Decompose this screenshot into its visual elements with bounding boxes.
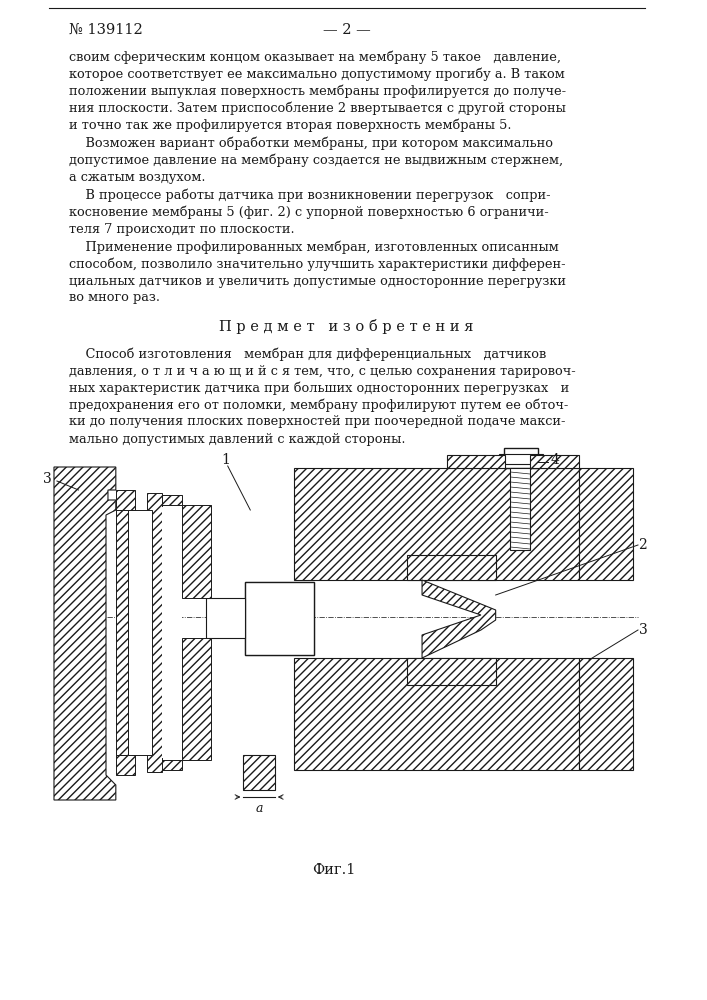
Bar <box>162 507 182 758</box>
Polygon shape <box>422 580 496 658</box>
Bar <box>294 468 579 580</box>
Text: допустимое давление на мембрану создается не выдвижным стержнем,: допустимое давление на мембрану создаетс… <box>69 153 563 167</box>
Bar <box>116 490 136 510</box>
Text: циальных датчиков и увеличить допустимые односторонние перегрузки: циальных датчиков и увеличить допустимые… <box>69 274 566 288</box>
Bar <box>116 755 136 775</box>
Text: Применение профилированных мембран, изготовленных описанным: Применение профилированных мембран, изго… <box>69 240 559 254</box>
Text: во много раз.: во много раз. <box>69 292 160 304</box>
Text: № 139112: № 139112 <box>69 23 142 37</box>
Bar <box>407 658 496 685</box>
Bar <box>182 638 211 760</box>
Bar <box>147 493 162 772</box>
Bar <box>447 455 506 468</box>
Text: 2: 2 <box>638 538 648 552</box>
Bar <box>182 505 211 598</box>
Text: 4: 4 <box>550 453 559 467</box>
Bar <box>245 582 314 655</box>
Bar <box>127 510 152 755</box>
Text: способом, позволило значительно улучшить характеристики дифферен-: способом, позволило значительно улучшить… <box>69 257 566 271</box>
Text: давления, о т л и ч а ю щ и й с я тем, что, с целью сохранения тарировоч-: давления, о т л и ч а ю щ и й с я тем, ч… <box>69 364 575 377</box>
Text: теля 7 происходит по плоскости.: теля 7 происходит по плоскости. <box>69 223 294 235</box>
Text: — 2 —: — 2 — <box>322 23 370 37</box>
Text: мально допустимых давлений с каждой стороны.: мально допустимых давлений с каждой стор… <box>69 432 405 446</box>
Bar <box>152 760 182 770</box>
Bar <box>510 468 530 550</box>
Text: косновение мембраны 5 (фиг. 2) с упорной поверхностью 6 ограничи-: косновение мембраны 5 (фиг. 2) с упорной… <box>69 205 549 219</box>
Text: 1: 1 <box>221 453 230 467</box>
Bar <box>294 658 579 770</box>
Bar <box>152 495 182 505</box>
Bar <box>116 510 127 755</box>
Text: предохранения его от поломки, мембрану профилируют путем ее обточ-: предохранения его от поломки, мембрану п… <box>69 398 568 412</box>
Bar <box>503 448 538 468</box>
Text: 3: 3 <box>638 623 648 637</box>
Bar <box>579 658 633 770</box>
Text: своим сферическим концом оказывает на мембрану 5 такое   давление,: своим сферическим концом оказывает на ме… <box>69 50 561 64</box>
Text: В процессе работы датчика при возникновении перегрузок   сопри-: В процессе работы датчика при возникнове… <box>69 188 550 202</box>
Text: которое соответствует ее максимально допустимому прогибу а. В таком: которое соответствует ее максимально доп… <box>69 67 564 81</box>
Text: 3: 3 <box>42 472 52 486</box>
Bar <box>498 454 543 464</box>
Bar <box>579 468 633 580</box>
Bar <box>245 618 314 655</box>
Text: положении выпуклая поверхность мембраны профилируется до получе-: положении выпуклая поверхность мембраны … <box>69 84 566 98</box>
Text: ных характеристик датчика при больших односторонних перегрузках   и: ных характеристик датчика при больших од… <box>69 381 569 395</box>
Polygon shape <box>54 467 116 800</box>
Text: П р е д м е т   и з о б р е т е н и я: П р е д м е т и з о б р е т е н и я <box>219 318 474 334</box>
Bar <box>243 755 275 790</box>
Text: и точно так же профилируется вторая поверхность мембраны 5.: и точно так же профилируется вторая пове… <box>69 118 511 132</box>
Text: а: а <box>255 802 263 814</box>
Text: Способ изготовления   мембран для дифференциальных   датчиков: Способ изготовления мембран для дифферен… <box>69 347 546 361</box>
Bar <box>206 598 245 638</box>
Text: Возможен вариант обработки мембраны, при котором максимально: Возможен вариант обработки мембраны, при… <box>69 136 553 150</box>
Text: ки до получения плоских поверхностей при поочередной подаче макси-: ки до получения плоских поверхностей при… <box>69 416 565 428</box>
Text: Фиг.1: Фиг.1 <box>312 863 356 877</box>
Text: а сжатым воздухом.: а сжатым воздухом. <box>69 170 205 184</box>
Bar <box>245 582 314 618</box>
Bar <box>530 455 579 468</box>
Bar <box>407 555 496 580</box>
Text: ния плоскости. Затем приспособление 2 ввертывается с другой стороны: ния плоскости. Затем приспособление 2 вв… <box>69 101 566 115</box>
